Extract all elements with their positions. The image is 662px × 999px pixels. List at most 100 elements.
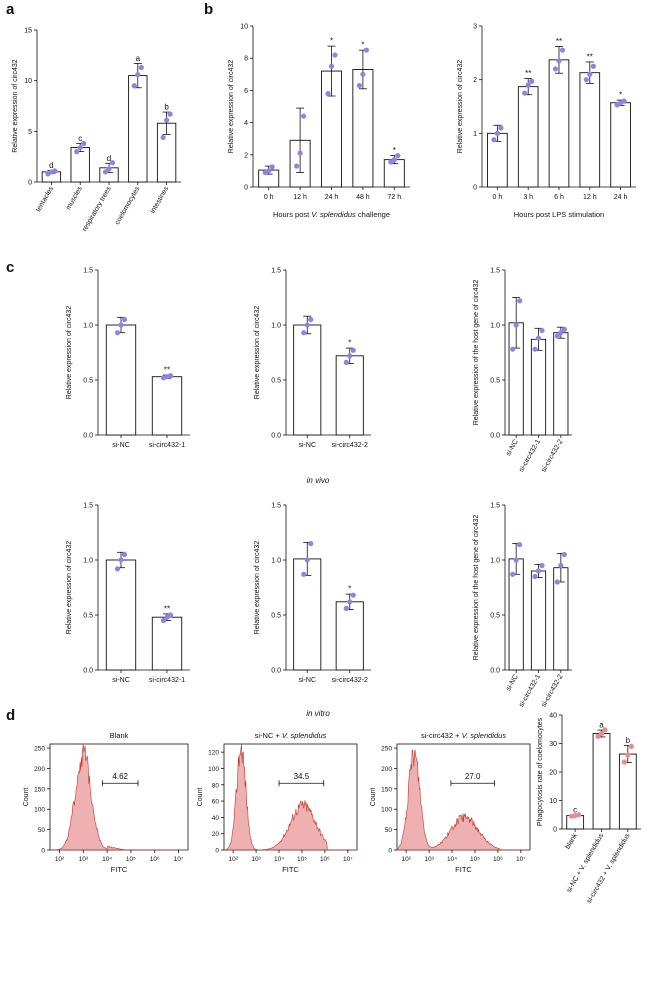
- data-point: [602, 727, 608, 733]
- data-point: [347, 599, 353, 605]
- data-point: [138, 64, 144, 71]
- data-point: [535, 568, 542, 574]
- data-point: [522, 90, 528, 96]
- x-axis-label: FITC: [111, 865, 128, 874]
- data-point: [558, 562, 564, 569]
- significance-label: b: [626, 736, 631, 745]
- x-tick-label: si-circ432-2: [540, 438, 564, 473]
- y-tick-label: 1.0: [83, 323, 93, 330]
- data-point: [556, 58, 562, 64]
- x-tick-label: 10⁷: [516, 856, 526, 863]
- y-tick-label: 2: [473, 77, 477, 84]
- y-tick-label: 5: [28, 129, 32, 136]
- data-point: [561, 551, 567, 558]
- data-point: [350, 347, 356, 353]
- y-tick-label: 0: [473, 185, 477, 192]
- x-tick-label: 3 h: [523, 194, 533, 201]
- gate-percentage: 4.62: [112, 772, 128, 781]
- chart-c-vitro-2: 0.0 0.5 1.0 1.5 Relative expression of circ4…: [254, 503, 371, 684]
- significance-label: *: [348, 339, 351, 348]
- data-point: [498, 125, 504, 131]
- y-axis-label: Relative expression of circ432: [228, 60, 235, 153]
- y-tick-label: 120: [208, 750, 219, 757]
- x-tick-label: coelomocytes: [114, 185, 142, 226]
- data-point: [590, 63, 596, 69]
- bar: [105, 324, 137, 436]
- x-tick-label: 6 h: [554, 194, 564, 201]
- y-axis-label: Relative expression of circ432: [457, 60, 464, 153]
- data-point: [106, 166, 112, 172]
- x-tick-label: intestines: [149, 185, 170, 215]
- significance-label: a: [136, 54, 141, 63]
- data-point: [332, 52, 338, 58]
- x-tick-label: 0 h: [264, 194, 274, 201]
- panel-label-c: c: [6, 259, 15, 276]
- x-tick-label: 10⁶: [150, 856, 160, 863]
- y-tick-label: 4: [244, 120, 248, 127]
- significance-label: a: [599, 721, 604, 730]
- panel-label-b: b: [204, 1, 214, 18]
- y-axis-label: Count: [197, 788, 204, 807]
- data-point: [109, 160, 116, 166]
- chart-c-vitro-host: 0.0 0.5 1.0 1.5 Relative expression of the h…: [473, 503, 572, 708]
- x-tick-label: 12 h: [583, 194, 597, 201]
- y-tick-label: 1.0: [271, 323, 281, 330]
- y-tick-label: 0: [41, 848, 45, 855]
- y-tick-label: 50: [38, 827, 46, 834]
- data-point: [343, 605, 349, 612]
- histogram-area: [223, 743, 357, 851]
- data-point: [510, 571, 516, 577]
- significance-label: **: [164, 366, 170, 375]
- data-point: [131, 83, 137, 89]
- data-point: [118, 322, 124, 328]
- y-axis-label: Relative expression of circ432: [254, 306, 261, 399]
- data-point: [539, 562, 545, 569]
- chart-c-vivo-2: 0.0 0.5 1.0 1.5 Relative expression of circ4…: [254, 268, 371, 449]
- bar: [530, 570, 547, 671]
- y-tick-label: 1.0: [490, 558, 500, 565]
- x-tick-label: respiratory trees: [81, 185, 113, 233]
- x-tick-label: 48 h: [356, 194, 370, 201]
- data-point: [325, 91, 331, 97]
- bar: [517, 86, 539, 188]
- panel-label-d: d: [6, 707, 16, 724]
- y-tick-label: 0.5: [83, 378, 93, 385]
- significance-label: **: [525, 69, 531, 78]
- y-tick-label: 80: [212, 782, 220, 789]
- chart-d-sinc: si-NC + V. splendidus 34.5 0 20 40 60 80 100 120…: [197, 731, 358, 874]
- y-tick-label: 1.0: [271, 558, 281, 565]
- data-point: [625, 752, 631, 758]
- y-tick-label: 60: [212, 799, 220, 806]
- x-tick-label: 10⁴: [102, 856, 112, 863]
- chart-d-sicirc: si-circ432 + V. splendidus 27.0 0 50 100 150 2…: [370, 731, 531, 874]
- bar: [70, 147, 90, 183]
- chart-d-blank: Blank 4.62 0 50 100 150 200 250 Count 10² 10³ 10⁴ 10…: [23, 731, 189, 874]
- data-point: [266, 168, 272, 174]
- data-point: [510, 346, 516, 352]
- y-tick-label: 200: [381, 766, 392, 773]
- x-tick-label: 10⁵: [126, 856, 136, 863]
- y-tick-label: 0.5: [83, 613, 93, 620]
- data-point: [269, 164, 275, 170]
- x-tick-label: 10²: [55, 856, 65, 863]
- y-tick-label: 0.5: [490, 613, 500, 620]
- data-point: [160, 134, 166, 141]
- data-point: [535, 335, 542, 341]
- gate-percentage: 34.5: [294, 772, 310, 781]
- data-point: [304, 557, 310, 563]
- data-point: [621, 98, 627, 104]
- x-tick-label: si-NC: [112, 442, 130, 449]
- data-point: [539, 327, 545, 334]
- y-tick-label: 10: [24, 78, 32, 85]
- data-point: [391, 157, 397, 163]
- y-tick-label: 1.5: [490, 268, 500, 275]
- data-point: [558, 330, 564, 336]
- x-tick-label: si-NC: [505, 674, 520, 693]
- x-tick-label: 10⁷: [174, 856, 184, 863]
- significance-label: *: [619, 91, 622, 100]
- y-tick-label: 1.5: [271, 503, 281, 510]
- histogram-title: Blank: [110, 731, 129, 740]
- bar: [553, 332, 569, 436]
